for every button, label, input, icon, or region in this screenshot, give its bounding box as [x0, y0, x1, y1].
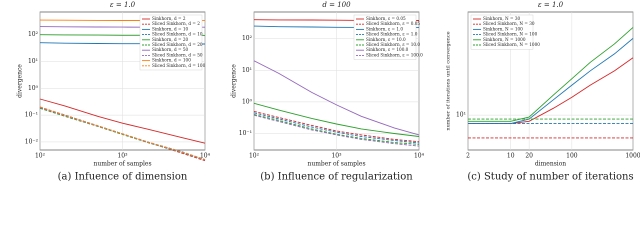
- x-tick-label: 10²: [35, 153, 46, 160]
- legend-label: Sliced Sinkhorn, d = 20: [152, 42, 203, 47]
- x-tick-label: 10³: [331, 153, 342, 160]
- y-axis-label: divergence: [17, 64, 24, 98]
- series-line: [39, 107, 206, 161]
- x-tick-label: 100: [566, 153, 578, 160]
- legend-label: Sliced Sinkhorn, d = 100: [152, 63, 206, 68]
- legend-label: Sliced Sinkhorn, d = 50: [152, 52, 203, 57]
- page: ε = 1.0 10² 10³ 10⁴ 10⁻² 10⁻¹ 10⁰ 10¹ 10² number …: [16, 1, 640, 183]
- caption: (b) Influence of regularization: [260, 172, 413, 183]
- series-line: [39, 98, 206, 144]
- legend-label: Sinkhorn, d = 20: [152, 37, 189, 42]
- x-tick-label: 10²: [249, 153, 260, 160]
- x-tick-label: 10⁴: [414, 153, 425, 160]
- legend-label: Sinkhorn, d = 2: [152, 16, 186, 21]
- legend-label: Sliced Sinkhorn, d = 2: [152, 21, 200, 26]
- y-tick-label: 10¹: [456, 112, 466, 119]
- legend-label: Sinkhorn, N = 30: [483, 16, 521, 21]
- y-tick-label: 10⁰: [28, 85, 39, 92]
- legend-label: Sinkhorn, ε = 1.0: [366, 26, 403, 31]
- x-tick-label: 20: [525, 153, 533, 160]
- legend-label: Sinkhorn, N = 100: [483, 26, 523, 31]
- series-line: [253, 102, 420, 137]
- chart-title: ε = 1.0: [110, 1, 136, 9]
- y-tick-label: 10¹: [242, 67, 252, 74]
- x-tick-label: 2: [466, 153, 470, 160]
- series-line: [39, 106, 206, 161]
- series-line: [253, 114, 420, 145]
- legend-label: Sliced Sinkhorn, ε = 100.0: [366, 52, 423, 57]
- x-axis-label: number of samples: [307, 161, 365, 168]
- y-tick-label: 10⁻¹: [25, 112, 38, 119]
- chart-title: d = 100: [322, 1, 351, 9]
- y-tick-label: 10¹: [28, 58, 38, 65]
- legend-box: [470, 14, 534, 50]
- figure: ε = 1.0 10² 10³ 10⁴ 10⁻² 10⁻¹ 10⁰ 10¹ 10² number …: [17, 1, 640, 183]
- legend-label: Sliced Sinkhorn, N = 100: [483, 32, 538, 37]
- legend-label: Sliced Sinkhorn, ε = 0.05: [366, 21, 420, 26]
- chart-title: ε = 1.0: [538, 1, 564, 9]
- y-tick-label: 10²: [242, 35, 253, 42]
- x-tick-label: 10³: [117, 153, 128, 160]
- y-tick-label: 10⁻²: [25, 138, 39, 145]
- legend-label: Sinkhorn, d = 10: [152, 26, 189, 31]
- legend-box: [353, 14, 417, 60]
- x-tick-label: 10: [507, 153, 515, 160]
- x-axis-label: dimension: [535, 161, 566, 168]
- legend-label: Sliced Sinkhorn, N = 1000: [483, 42, 540, 47]
- series-line: [253, 60, 420, 136]
- x-tick-label: 1000: [625, 153, 640, 160]
- legend-label: Sinkhorn, N = 1000: [483, 37, 526, 42]
- legend-label: Sinkhorn, d = 50: [152, 47, 189, 52]
- legend-label: Sinkhorn, ε = 0.05: [366, 16, 406, 21]
- y-axis-label: number of iterations until convergence: [446, 31, 452, 130]
- series-line: [468, 38, 634, 125]
- legend-label: Sliced Sinkhorn, d = 10: [152, 32, 203, 37]
- legend-label: Sinkhorn, d = 100: [152, 58, 191, 63]
- y-tick-label: 10²: [28, 31, 39, 38]
- legend-box: [139, 14, 203, 71]
- legend-label: Sinkhorn, ε = 10.0: [366, 37, 406, 42]
- legend-label: Sliced Sinkhorn, ε = 10.0: [366, 42, 420, 47]
- y-tick-label: 10⁻¹: [239, 130, 252, 137]
- legend-label: Sliced Sinkhorn, ε = 1.0: [366, 32, 418, 37]
- y-axis-label: divergence: [231, 64, 238, 98]
- y-tick-label: 10⁰: [242, 98, 253, 105]
- x-axis-label: number of samples: [93, 161, 151, 168]
- caption: (c) Study of number of iterations: [467, 172, 633, 183]
- legend-label: Sinkhorn, ε = 100.0: [366, 47, 409, 52]
- x-tick-label: 10⁴: [200, 153, 211, 160]
- series-line: [468, 27, 634, 122]
- caption: (a) Infuence of dimension: [58, 172, 188, 183]
- legend-label: Sliced Sinkhorn, N = 30: [483, 21, 535, 26]
